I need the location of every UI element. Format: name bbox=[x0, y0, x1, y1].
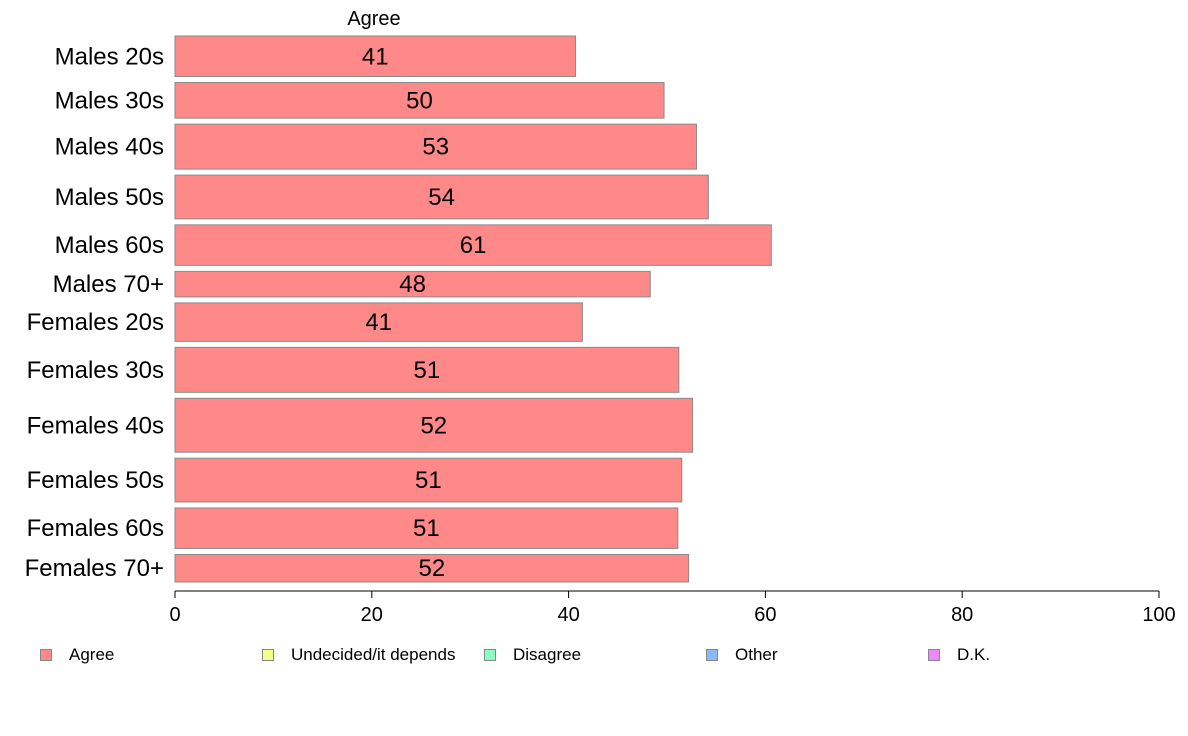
bar-females-70 bbox=[174, 553, 690, 583]
column-header: Agree bbox=[347, 8, 400, 30]
bar-females-50s bbox=[174, 457, 683, 503]
data-label-females-30s: 51 bbox=[414, 357, 441, 384]
bar-females-30s bbox=[174, 346, 680, 393]
data-label-males-60s: 61 bbox=[460, 232, 487, 259]
category-label-females-60s: Females 60s bbox=[27, 515, 164, 542]
bars-group: 41 Males 20s 50 Males 30s 53 Males 40s 54 Males… bbox=[25, 35, 772, 583]
legend-swatch-undecided bbox=[262, 649, 274, 661]
legend: Agree Undecided/it depends Disagree Othe… bbox=[0, 645, 1188, 669]
legend-item-disagree: Disagree bbox=[484, 645, 581, 665]
category-label-males-50s: Males 50s bbox=[55, 184, 164, 211]
data-label-males-30s: 50 bbox=[406, 87, 433, 114]
legend-label-undecided: Undecided/it depends bbox=[291, 645, 456, 664]
x-tick-label-20: 20 bbox=[361, 604, 383, 626]
legend-label-agree: Agree bbox=[69, 645, 115, 664]
data-label-males-40s: 53 bbox=[422, 134, 449, 161]
x-tick-label-80: 80 bbox=[951, 604, 973, 626]
bar-males-40s bbox=[174, 123, 698, 170]
data-label-females-20s: 41 bbox=[365, 309, 392, 336]
category-label-males-20s: Males 20s bbox=[55, 43, 164, 70]
data-label-males-70: 48 bbox=[399, 271, 426, 298]
bar-males-50s bbox=[174, 174, 709, 220]
legend-swatch-other bbox=[706, 649, 718, 661]
category-label-females-40s: Females 40s bbox=[27, 412, 164, 439]
category-label-males-70: Males 70+ bbox=[53, 271, 164, 298]
category-label-males-60s: Males 60s bbox=[55, 232, 164, 259]
bar-females-20s bbox=[174, 302, 583, 342]
category-label-males-40s: Males 40s bbox=[55, 134, 164, 161]
legend-label-disagree: Disagree bbox=[513, 645, 582, 664]
legend-label-other: Other bbox=[735, 645, 778, 664]
bar-females-60s bbox=[174, 507, 679, 549]
legend-label-dk: D.K. bbox=[957, 645, 991, 664]
legend-swatch-disagree bbox=[484, 649, 496, 661]
data-label-males-50s: 54 bbox=[428, 184, 455, 211]
data-label-females-50s: 51 bbox=[415, 467, 442, 494]
category-label-males-30s: Males 30s bbox=[55, 87, 164, 114]
bar-males-20s bbox=[174, 35, 576, 78]
data-label-females-40s: 52 bbox=[420, 412, 447, 439]
category-label-females-20s: Females 20s bbox=[27, 309, 164, 336]
legend-item-agree: Agree bbox=[40, 645, 114, 665]
bar-males-60s bbox=[174, 224, 772, 266]
legend-item-other: Other bbox=[706, 645, 778, 665]
x-tick-label-100: 100 bbox=[1142, 604, 1175, 626]
x-tick-label-60: 60 bbox=[754, 604, 776, 626]
data-label-females-60s: 51 bbox=[413, 515, 440, 542]
data-label-males-20s: 41 bbox=[362, 43, 389, 70]
bar-females-40s bbox=[174, 397, 694, 453]
legend-item-undecided: Undecided/it depends bbox=[262, 645, 455, 665]
data-label-females-70: 52 bbox=[418, 555, 445, 582]
legend-item-dk: D.K. bbox=[928, 645, 990, 665]
legend-swatch-agree bbox=[40, 649, 52, 661]
x-axis: 0 20 40 60 80 100 bbox=[169, 590, 1176, 626]
category-label-females-70: Females 70+ bbox=[25, 555, 164, 582]
category-label-females-50s: Females 50s bbox=[27, 467, 164, 494]
x-tick-label-0: 0 bbox=[169, 604, 180, 626]
bar-males-30s bbox=[174, 82, 665, 119]
legend-swatch-dk bbox=[928, 649, 940, 661]
category-label-females-30s: Females 30s bbox=[27, 357, 164, 384]
bar-males-70 bbox=[174, 270, 651, 298]
x-tick-label-40: 40 bbox=[557, 604, 579, 626]
